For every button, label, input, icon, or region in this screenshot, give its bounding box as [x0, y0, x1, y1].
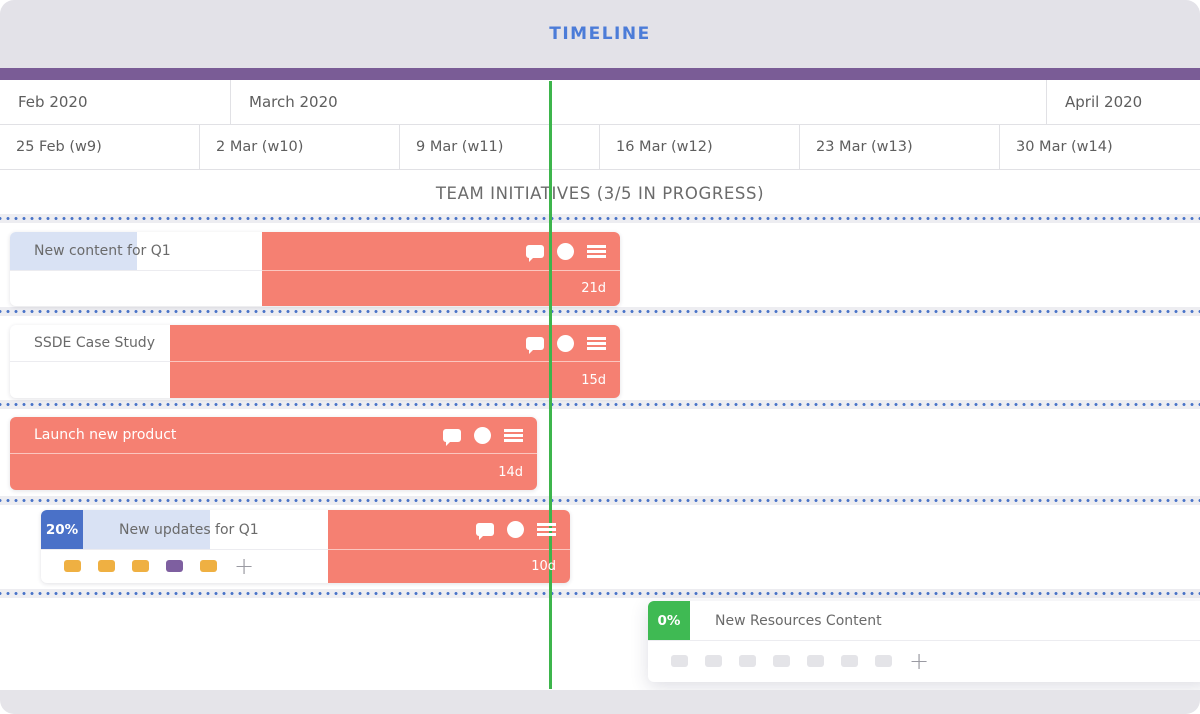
assignee-chip[interactable]: [705, 655, 722, 667]
card-divider: [41, 549, 570, 550]
task-name: Launch new product: [34, 427, 177, 443]
assignee-chip[interactable]: [166, 560, 183, 572]
assignee-chip[interactable]: [841, 655, 858, 667]
progress-badge: 0%: [648, 601, 690, 640]
week-cell-w11: 9 Mar (w11): [400, 125, 600, 169]
month-row: Feb 2020 March 2020 April 2020: [0, 80, 1200, 125]
task-name: SSDE Case Study: [34, 335, 155, 351]
duration-label: 14d: [498, 464, 523, 480]
month-cell-march: March 2020: [231, 80, 1047, 124]
task-bar-bottom[interactable]: 15d: [170, 361, 620, 398]
month-cell-april: April 2020: [1065, 93, 1143, 111]
header: TIMELINE: [0, 0, 1200, 68]
month-cell-feb: Feb 2020: [0, 80, 231, 124]
today-marker-line: [549, 81, 552, 689]
task-name: New content for Q1: [34, 243, 171, 259]
task-bar-top[interactable]: [262, 232, 620, 270]
assignee-chip[interactable]: [773, 655, 790, 667]
assignee-chip[interactable]: [98, 560, 115, 572]
menu-icon[interactable]: [587, 336, 606, 350]
task-card-ssde-case-study[interactable]: SSDE Case Study 15d: [10, 325, 620, 398]
assignee-chip[interactable]: [807, 655, 824, 667]
week-row: 25 Feb (w9) 2 Mar (w10) 9 Mar (w11) 16 M…: [0, 125, 1200, 170]
row-separator: [0, 400, 1200, 409]
task-card-new-updates-for-q1[interactable]: 20% New updates for Q1 10d +: [41, 510, 570, 583]
task-card-new-resources-content[interactable]: 0% New Resources Content +: [648, 601, 1200, 682]
duration-label: 15d: [581, 372, 606, 388]
assignee-chip[interactable]: [739, 655, 756, 667]
progress-badge: 20%: [41, 510, 83, 549]
comment-icon[interactable]: [526, 336, 544, 354]
week-cell-w10: 2 Mar (w10): [200, 125, 400, 169]
footer-bar: [0, 690, 1200, 714]
assignee-chip[interactable]: [132, 560, 149, 572]
comment-icon[interactable]: [443, 428, 461, 446]
menu-icon[interactable]: [587, 244, 606, 258]
page-title: TIMELINE: [549, 24, 651, 44]
task-card-new-content-for-q1[interactable]: New content for Q1 21d: [10, 232, 620, 306]
week-cell-w12: 16 Mar (w12): [600, 125, 800, 169]
task-bar-bottom[interactable]: 21d: [262, 270, 620, 306]
assignee-chip-row: +: [671, 640, 929, 682]
assignee-chip[interactable]: [64, 560, 81, 572]
header-accent-bar: [0, 68, 1200, 80]
week-cell-w13: 23 Mar (w13): [800, 125, 1000, 169]
task-name: New updates for Q1: [119, 521, 259, 538]
card-divider: [10, 453, 537, 454]
week-cell-w14: 30 Mar (w14): [1016, 139, 1113, 155]
team-initiatives-title: TEAM INITIATIVES (3/5 IN PROGRESS): [435, 184, 765, 203]
task-card-launch-new-product[interactable]: Launch new product 14d: [10, 417, 537, 490]
week-cell-w9: 25 Feb (w9): [0, 125, 200, 169]
comment-icon[interactable]: [476, 523, 494, 540]
row-separator: [0, 307, 1200, 316]
task-bar-top[interactable]: [170, 325, 620, 361]
task-bar-top[interactable]: [328, 510, 570, 549]
duration-label: 21d: [581, 281, 606, 296]
menu-icon[interactable]: [504, 428, 523, 442]
comment-icon[interactable]: [526, 244, 544, 262]
assignee-chip[interactable]: [200, 560, 217, 572]
assignee-chip[interactable]: [875, 655, 892, 667]
status-circle-icon[interactable]: [557, 242, 574, 260]
row-separator: [0, 214, 1200, 223]
task-name-highlight: [10, 232, 137, 270]
row-separator: [0, 496, 1200, 505]
add-assignee-button[interactable]: +: [234, 552, 255, 580]
task-bar-bottom[interactable]: 10d: [328, 549, 570, 583]
row-separator: [0, 589, 1200, 598]
status-circle-icon[interactable]: [557, 334, 574, 352]
menu-icon[interactable]: [537, 523, 556, 536]
status-circle-icon[interactable]: [507, 521, 524, 538]
status-circle-icon[interactable]: [474, 426, 491, 444]
duration-label: 10d: [531, 559, 556, 574]
assignee-chip[interactable]: [671, 655, 688, 667]
add-assignee-button[interactable]: +: [909, 647, 930, 675]
card-divider: [648, 640, 1200, 641]
task-name-highlight: [83, 510, 210, 549]
task-name: New Resources Content: [715, 612, 882, 629]
assignee-chip-row: +: [64, 549, 254, 583]
